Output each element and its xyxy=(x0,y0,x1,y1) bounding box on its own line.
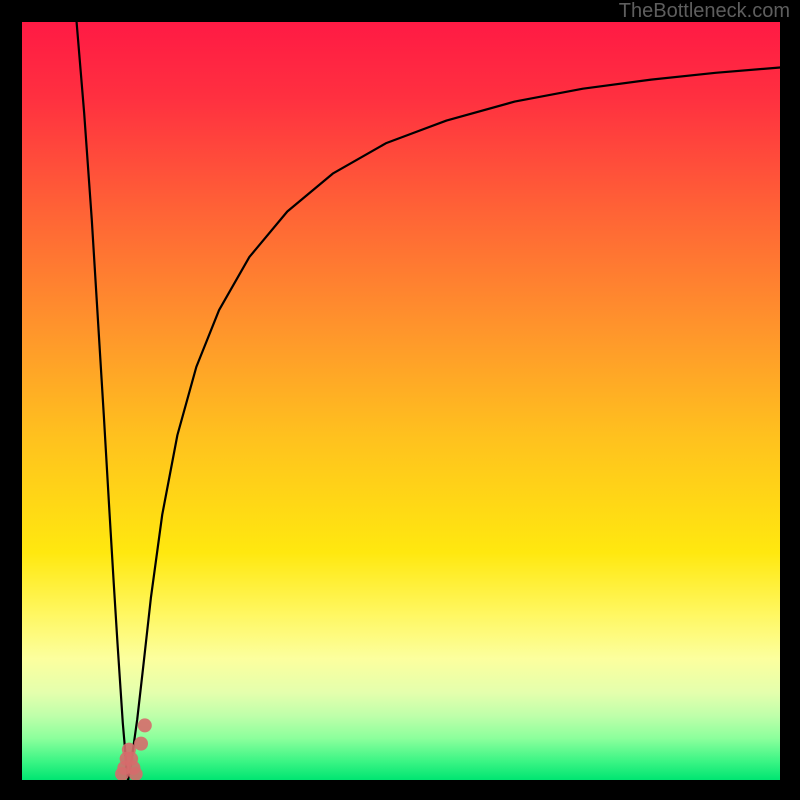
data-marker xyxy=(138,718,152,732)
watermark-text: TheBottleneck.com xyxy=(619,0,790,23)
curve-left-branch xyxy=(77,22,129,780)
plot-area xyxy=(22,22,780,780)
curve-right-branch xyxy=(128,67,780,780)
data-marker xyxy=(134,737,148,751)
chart-svg xyxy=(22,22,780,780)
